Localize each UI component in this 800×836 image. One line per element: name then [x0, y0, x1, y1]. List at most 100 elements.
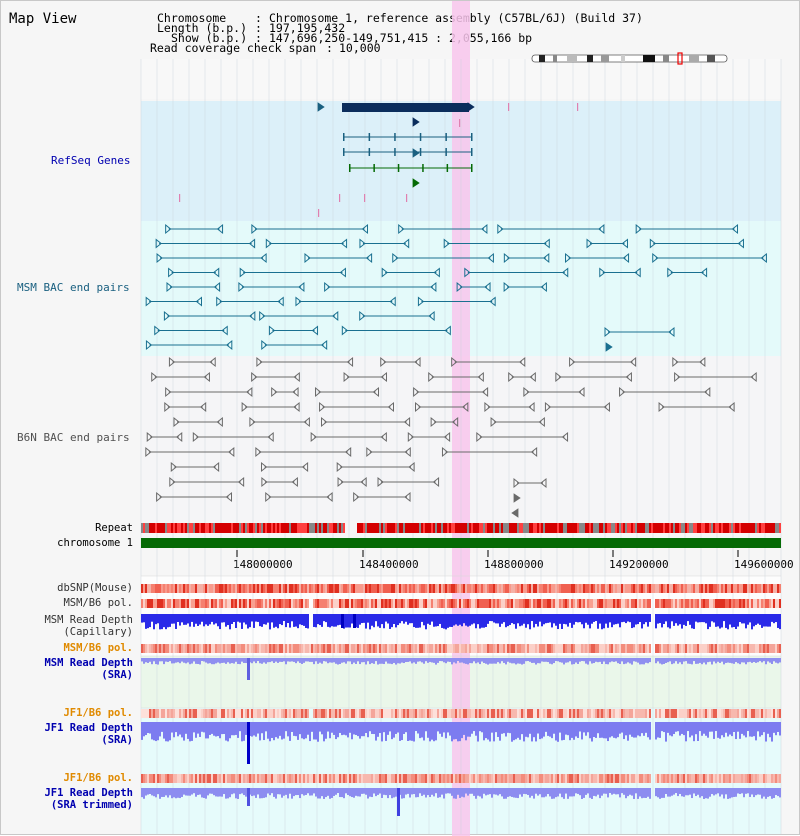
heat-cell [181, 709, 183, 718]
depth-bar [353, 658, 355, 663]
heat-cell [701, 774, 703, 783]
heat-cell [323, 644, 325, 653]
depth-bar [749, 788, 751, 797]
depth-bar [455, 614, 457, 625]
depth-bar [665, 614, 667, 622]
heat-cell [181, 774, 183, 783]
heat-cell [733, 599, 735, 608]
repeat-element [683, 523, 685, 533]
heat-cell [529, 644, 531, 653]
heat-cell [601, 774, 603, 783]
depth-bar [157, 658, 159, 665]
heat-cell [241, 709, 243, 718]
depth-spike [397, 788, 400, 816]
heat-cell [327, 774, 329, 783]
depth-bar [507, 788, 509, 797]
heat-cell [515, 709, 517, 718]
heat-cell [719, 774, 721, 783]
depth-bar [427, 658, 429, 663]
depth-bar [735, 614, 737, 629]
depth-bar [511, 614, 513, 624]
heat-cell [649, 774, 651, 783]
heat-cell [665, 584, 667, 593]
heat-cell [511, 644, 513, 653]
heat-cell [141, 709, 143, 718]
heat-cell [637, 644, 639, 653]
depth-bar [261, 658, 263, 664]
heat-cell [213, 709, 215, 718]
heat-cell [683, 599, 685, 608]
heat-cell [381, 584, 383, 593]
depth-bar [397, 722, 399, 733]
heat-cell [659, 709, 661, 718]
depth-bar [427, 614, 429, 624]
depth-bar [441, 614, 443, 628]
heat-cell [521, 709, 523, 718]
heat-cell [189, 644, 191, 653]
ideogram-band [587, 55, 593, 62]
depth-bar [161, 614, 163, 630]
heat-cell [279, 774, 281, 783]
heat-cell [727, 584, 729, 593]
depth-bar [339, 788, 341, 798]
depth-bar [383, 614, 385, 629]
repeat-element [295, 523, 297, 533]
b6n-bac-pair-end [529, 371, 536, 383]
refseq-exon [422, 164, 424, 172]
depth-bar [217, 788, 219, 797]
depth-bar [333, 722, 335, 735]
msm-depth-capillary-line2: (Capillary) [63, 626, 133, 638]
heat-cell [375, 774, 377, 783]
heat-cell [357, 644, 359, 653]
heat-cell [551, 599, 553, 608]
heat-cell [193, 584, 195, 593]
depth-bar [397, 658, 399, 664]
refseq-exon [445, 133, 447, 141]
repeat-element [593, 523, 595, 533]
heat-cell [459, 774, 461, 783]
depth-bar [621, 722, 623, 733]
heat-cell [211, 709, 213, 718]
heat-cell [393, 599, 395, 608]
depth-bar [185, 722, 187, 734]
heat-cell [421, 644, 423, 653]
depth-bar [673, 788, 675, 795]
b6n-bac-pair-end [430, 416, 437, 428]
heat-cell [735, 644, 737, 653]
heat-cell [295, 599, 297, 608]
depth-bar [719, 658, 721, 663]
depth-bar [645, 722, 647, 733]
heat-cell [621, 709, 623, 718]
heat-cell [529, 599, 531, 608]
repeat-element [459, 523, 461, 533]
heat-cell [487, 644, 489, 653]
depth-bar [239, 788, 241, 795]
heat-cell [471, 599, 473, 608]
heat-cell [679, 709, 681, 718]
heat-cell [291, 584, 293, 593]
heat-cell [365, 584, 367, 593]
depth-bar [521, 788, 523, 797]
repeat-element [321, 523, 323, 533]
heat-cell [439, 709, 441, 718]
depth-bar [767, 722, 769, 734]
depth-bar [465, 788, 467, 794]
heat-cell [431, 644, 433, 653]
heat-cell [297, 644, 299, 653]
depth-bar [759, 788, 761, 795]
heat-cell [549, 709, 551, 718]
heat-cell [365, 709, 367, 718]
heat-cell [353, 599, 355, 608]
depth-bar [571, 658, 573, 665]
heat-cell [779, 709, 781, 718]
jf1-depth-sra-label: JF1 Read Depth (SRA) [44, 722, 133, 746]
msm-bac-pair-end [361, 223, 369, 235]
heat-cell [259, 584, 261, 593]
depth-bar [563, 658, 565, 665]
repeat-element [725, 523, 727, 533]
heat-cell [559, 599, 561, 608]
depth-bar [443, 788, 445, 799]
heat-cell [179, 644, 181, 653]
depth-bar [485, 658, 487, 664]
